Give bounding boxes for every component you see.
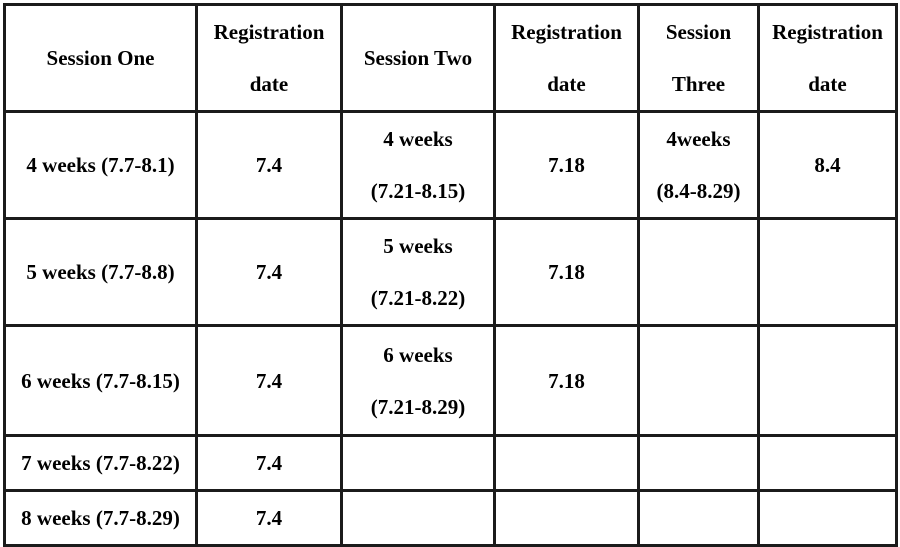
table-cell: 7.18	[493, 217, 640, 327]
table-cell: 7.4	[195, 434, 343, 492]
header-registration-date-3: Registration date	[757, 3, 898, 113]
table-cell	[340, 434, 496, 492]
table-cell: 4 weeks (7.7-8.1)	[3, 110, 198, 220]
header-registration-date-1: Registration date	[195, 3, 343, 113]
table-cell: 6 weeks (7.21-8.29)	[340, 324, 496, 437]
table-cell: 7.4	[195, 110, 343, 220]
table-cell: 5 weeks (7.21-8.22)	[340, 217, 496, 327]
table-cell: 8 weeks (7.7-8.29)	[3, 489, 198, 547]
table-row: 8 weeks (7.7-8.29) 7.4	[3, 489, 898, 547]
table-cell	[757, 489, 898, 547]
table-cell	[493, 434, 640, 492]
table-cell	[340, 489, 496, 547]
table-cell: 7.4	[195, 489, 343, 547]
table-cell: 4weeks (8.4-8.29)	[637, 110, 760, 220]
header-session-one: Session One	[3, 3, 198, 113]
table-cell	[757, 217, 898, 327]
header-session-two: Session Two	[340, 3, 496, 113]
table-cell: 4 weeks (7.21-8.15)	[340, 110, 496, 220]
table-row: 5 weeks (7.7-8.8) 7.4 5 weeks (7.21-8.22…	[3, 217, 898, 327]
table-cell: 7.4	[195, 324, 343, 437]
table-cell	[637, 489, 760, 547]
table-cell	[637, 434, 760, 492]
table-row: 7 weeks (7.7-8.22) 7.4	[3, 434, 898, 492]
table-cell	[757, 324, 898, 437]
table-header-row: Session One Registration date Session Tw…	[3, 3, 898, 113]
table-cell: 5 weeks (7.7-8.8)	[3, 217, 198, 327]
table-cell: 6 weeks (7.7-8.15)	[3, 324, 198, 437]
table-cell	[493, 489, 640, 547]
table-cell	[637, 324, 760, 437]
table-cell: 7.4	[195, 217, 343, 327]
session-registration-table: Session One Registration date Session Tw…	[3, 3, 898, 547]
table-row: 6 weeks (7.7-8.15) 7.4 6 weeks (7.21-8.2…	[3, 324, 898, 437]
table-cell: 7.18	[493, 324, 640, 437]
table-cell: 7 weeks (7.7-8.22)	[3, 434, 198, 492]
document-page: Session One Registration date Session Tw…	[0, 3, 900, 547]
table-cell: 8.4	[757, 110, 898, 220]
header-registration-date-2: Registration date	[493, 3, 640, 113]
header-session-three: Session Three	[637, 3, 760, 113]
table-row: 4 weeks (7.7-8.1) 7.4 4 weeks (7.21-8.15…	[3, 110, 898, 220]
table-cell: 7.18	[493, 110, 640, 220]
table-cell	[637, 217, 760, 327]
table-cell	[757, 434, 898, 492]
